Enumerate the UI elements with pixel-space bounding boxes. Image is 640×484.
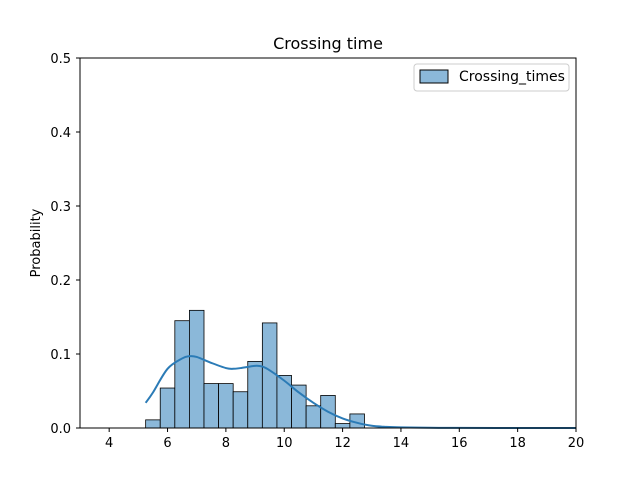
y-tick-label: 0.4 [50,126,71,141]
y-tick-label: 0.1 [50,348,71,363]
x-tick-label: 16 [451,436,468,451]
histogram-bar [218,383,234,429]
plot-frame [79,57,577,429]
y-tick-label: 0.5 [50,52,71,67]
histogram-bar [232,391,249,429]
histogram-bar [189,309,205,429]
histogram-bar [145,419,161,429]
legend-label: Crossing_times [459,69,565,85]
x-ticks: 4 6 8 10 12 14 16 18 20 [105,428,584,451]
y-tick-label: 0.3 [50,200,71,215]
x-tick-label: 10 [276,436,293,451]
y-tick-label: 0.2 [50,274,71,289]
y-axis-label: Probability [29,208,44,277]
histogram-bar [159,387,176,429]
x-tick-label: 8 [222,436,230,451]
x-tick-label: 12 [334,436,351,451]
x-tick-label: 4 [105,436,113,451]
histogram-bar [261,322,278,429]
y-ticks: 0.0 0.1 0.2 0.3 0.4 0.5 [50,52,80,437]
histogram-bar [276,375,292,429]
histogram-bar [247,360,263,429]
histogram-bar [174,320,190,429]
x-tick-label: 20 [568,436,585,451]
histogram-bar [334,423,351,429]
legend-swatch [419,69,449,84]
x-tick-label: 18 [509,436,526,451]
histogram-bar [305,405,322,429]
kde-group [144,355,577,430]
x-tick-label: 6 [163,436,171,451]
x-tick-label: 14 [393,436,410,451]
legend-box [413,63,570,92]
chart-title: Crossing time [273,34,383,53]
legend: Crossing_times [413,63,570,92]
histogram-bar [203,383,219,429]
y-tick-label: 0.0 [50,422,71,437]
kde-line [144,355,577,430]
